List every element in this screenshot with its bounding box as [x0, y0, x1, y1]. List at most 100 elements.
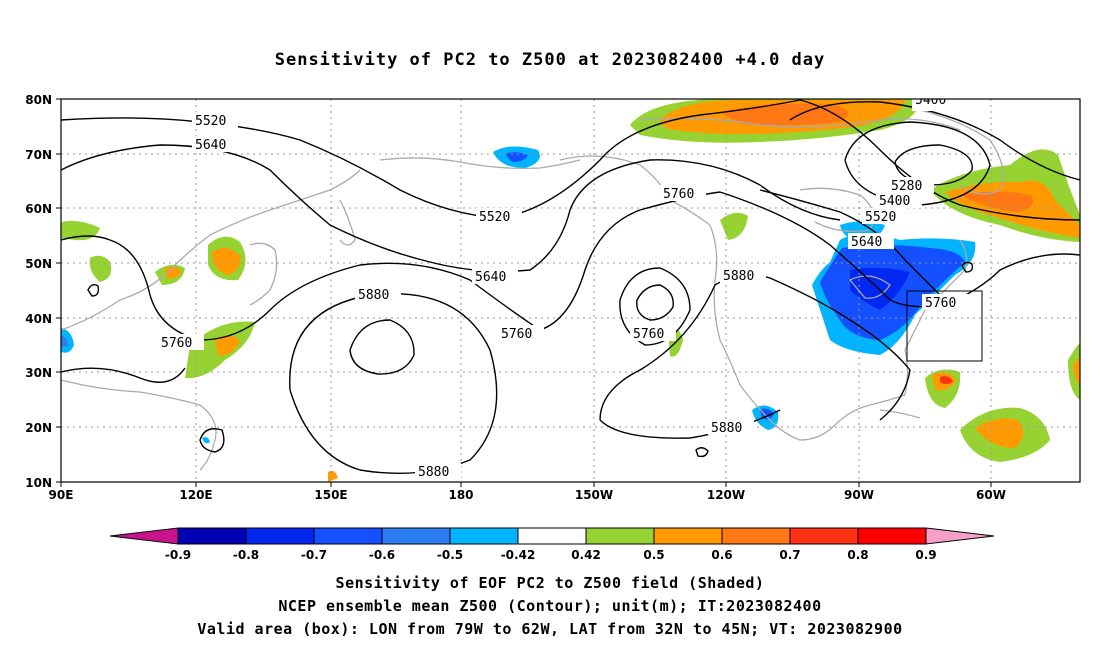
- contour-5640-east: [759, 189, 946, 301]
- contour-label: 5400: [879, 194, 910, 209]
- contour-low-small: [87, 283, 100, 297]
- colorbar-label: -0.8: [233, 548, 259, 562]
- contour-asia-lower: [61, 367, 186, 383]
- shade-japan-orange: [212, 247, 241, 275]
- coast-china-south: [61, 379, 217, 471]
- lon-label: 150W: [575, 488, 613, 502]
- contour-label: 5640: [475, 270, 506, 285]
- lon-label: 180: [448, 488, 473, 502]
- colorbar-swatch: [857, 527, 927, 545]
- lat-label: 70N: [25, 148, 52, 162]
- colorbar-swatch: [449, 527, 519, 545]
- lon-label: 60W: [976, 488, 1006, 502]
- lat-label: 40N: [25, 312, 52, 326]
- contour-label: 5880: [418, 465, 449, 480]
- shade-china-orange: [215, 335, 240, 356]
- contour-label: 5760: [633, 327, 664, 342]
- lon-label: 150E: [314, 488, 347, 502]
- colorbar-swatch: [245, 527, 315, 545]
- contour-label: 5400: [915, 93, 946, 108]
- contour-5880-east: [599, 274, 911, 421]
- contour-label: 5640: [195, 138, 226, 153]
- colorbar-swatch: [721, 527, 791, 545]
- contour-label: 5760: [501, 327, 532, 342]
- coast-japan: [249, 242, 278, 306]
- contour-label: 5760: [925, 296, 956, 311]
- contour-ph-small: [199, 428, 225, 453]
- lon-label: 90W: [844, 488, 874, 502]
- contour-label-group: 5520 5640 5400 5280 5400 5520 5640 5760 …: [158, 93, 968, 480]
- colorbar-label: 0.6: [711, 548, 732, 562]
- shaded-sensitivity: [61, 99, 1080, 482]
- contour-label: 5760: [663, 187, 694, 202]
- contour-label: 5880: [358, 288, 389, 303]
- colorbar-label: 0.7: [779, 548, 800, 562]
- contour-5760-west: [61, 191, 721, 341]
- shade-atl-red: [940, 376, 953, 384]
- lat-label: 50N: [25, 257, 52, 271]
- valid-area-box: [906, 290, 983, 362]
- lon-label: 120W: [707, 488, 745, 502]
- caption-line-3: Valid area (box): LON from 79W to 62W, L…: [197, 620, 903, 638]
- colorbar: -0.9 -0.8 -0.7 -0.6 -0.5 -0.42 0.42 0.5 0.6 0.7 0.…: [109, 527, 995, 562]
- coast-bering: [379, 157, 581, 170]
- coast-mexico: [769, 394, 906, 441]
- lon-label: 90E: [49, 488, 74, 502]
- shade-carib-orange: [975, 418, 1024, 448]
- colorbar-label: 0.9: [915, 548, 936, 562]
- shade-natl-dark: [960, 191, 1034, 212]
- contour-5880-mid: [289, 292, 498, 475]
- coast-asia-east: [61, 169, 361, 331]
- colorbar-label: 0.8: [847, 548, 868, 562]
- colorbar-swatch: [789, 527, 859, 545]
- coast-alaska: [559, 155, 711, 226]
- lon-labels: 90E 120E 150E 180 150W 120W 90W 60W: [49, 488, 1006, 502]
- coast-arctic: [639, 117, 961, 131]
- colorbar-label: -0.42: [501, 548, 536, 562]
- contour-label: 5280: [891, 179, 922, 194]
- tick-marks: [56, 98, 992, 487]
- lon-label: 120E: [179, 488, 212, 502]
- caption-line-2: NCEP ensemble mean Z500 (Contour); unit(…: [278, 597, 822, 615]
- contour-label: 5640: [851, 235, 882, 250]
- contour-5760-low-inner: [636, 284, 674, 321]
- colorbar-swatch: [585, 527, 655, 545]
- lat-label: 80N: [25, 93, 52, 107]
- lat-label: 30N: [25, 366, 52, 380]
- colorbar-label: 0.42: [571, 548, 601, 562]
- colorbar-arrow-left: [109, 527, 179, 545]
- colorbar-label: 0.5: [643, 548, 664, 562]
- shade-west-blue-dark: [61, 335, 68, 347]
- shade-bc-green: [720, 212, 748, 240]
- shade-ph-blue: [202, 437, 210, 444]
- colorbar-swatch: [653, 527, 723, 545]
- lat-label: 10N: [25, 476, 52, 490]
- coast-greenland: [919, 109, 1004, 195]
- caption-line-1: Sensitivity of EOF PC2 to Z500 field (Sh…: [335, 574, 765, 592]
- contour-label: 5520: [479, 210, 510, 225]
- coast-cuba: [879, 409, 921, 419]
- colorbar-swatch: [313, 527, 383, 545]
- contour-label: 5760: [161, 336, 192, 351]
- contour-label: 5880: [711, 421, 742, 436]
- coastlines: [61, 109, 1004, 471]
- lat-labels: 80N 70N 60N 50N 40N 30N 20N 10N: [25, 93, 52, 490]
- contour-label: 5520: [865, 210, 896, 225]
- colorbar-swatch: [381, 527, 451, 545]
- contour-label: 5880: [723, 269, 754, 284]
- coast-lakes: [848, 275, 891, 299]
- contour-5400-east: [789, 101, 1080, 181]
- shade-mexico-dark: [760, 408, 774, 420]
- shade-korea-orange: [165, 266, 182, 279]
- colorbar-label: -0.7: [301, 548, 327, 562]
- contour-5760-east: [719, 191, 1080, 308]
- colorbar-label: -0.5: [437, 548, 463, 562]
- shade-bering-dark: [505, 152, 528, 162]
- shade-dateline-orange: [328, 470, 338, 482]
- shade-manchuria-green: [89, 255, 112, 282]
- colorbar-swatch: [177, 527, 247, 545]
- contour-label: 5520: [195, 114, 226, 129]
- map-title: Sensitivity of PC2 to Z500 at 2023082400…: [274, 50, 826, 70]
- colorbar-label: -0.9: [165, 548, 191, 562]
